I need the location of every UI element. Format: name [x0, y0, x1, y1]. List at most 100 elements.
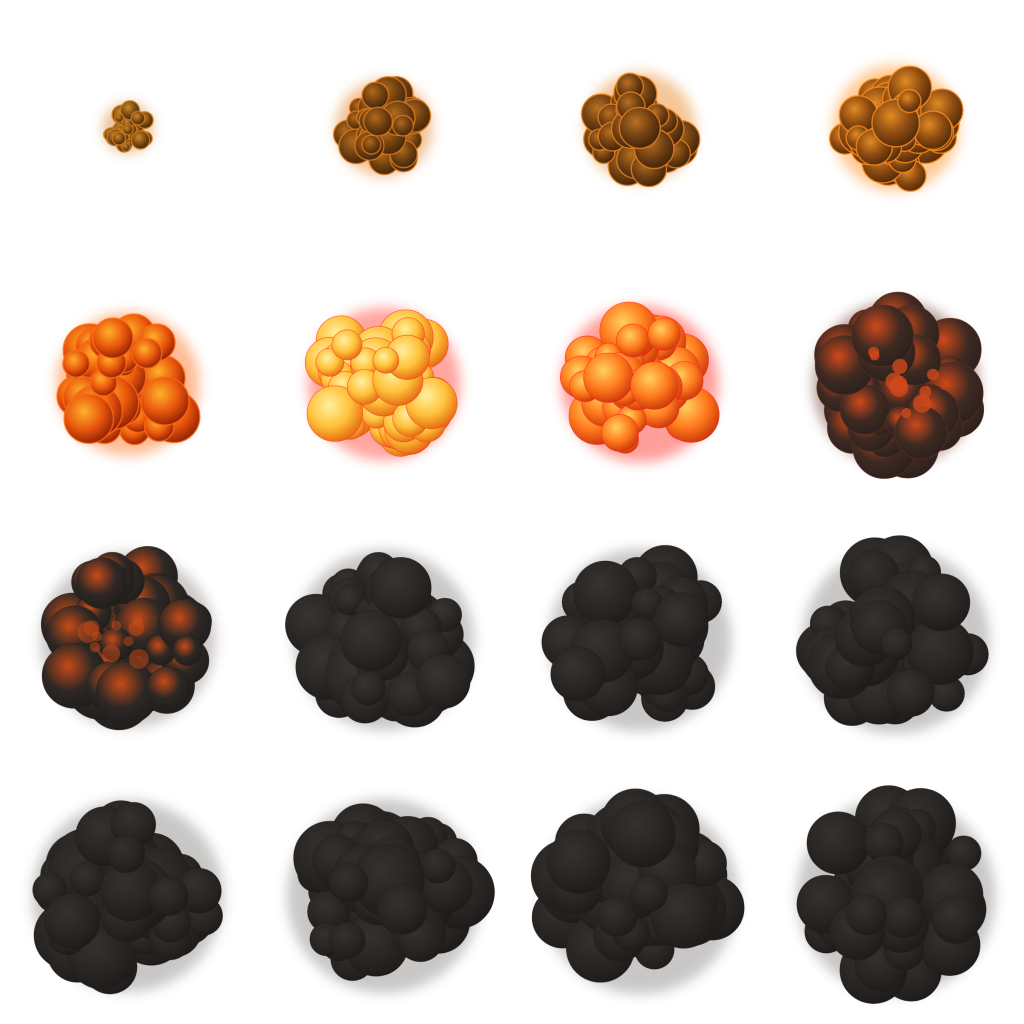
explosion-frame-6	[256, 256, 512, 512]
explosion-puff	[897, 88, 922, 114]
explosion-frame-8	[768, 256, 1024, 512]
explosion-puff	[131, 337, 163, 369]
explosion-puff	[377, 884, 428, 935]
explosion-puff	[328, 862, 369, 903]
explosion-ember	[123, 636, 134, 647]
explosion-puff	[931, 895, 981, 944]
explosion-puff	[420, 848, 456, 884]
explosion-puff	[361, 134, 382, 155]
explosion-frame-15-sprite	[530, 788, 745, 995]
explosion-puff	[62, 349, 91, 378]
explosion-frame-10	[256, 512, 512, 768]
explosion-puff	[331, 329, 363, 361]
explosion-frame-6-sprite	[304, 307, 461, 461]
explosion-frame-11-sprite	[541, 544, 732, 732]
explosion-frame-13	[0, 768, 256, 1024]
explosion-frame-2	[256, 0, 512, 256]
explosion-frame-11	[512, 512, 768, 768]
explosion-puff	[887, 669, 935, 717]
explosion-puff	[546, 829, 611, 894]
explosion-puff	[596, 895, 638, 937]
explosion-frame-9-sprite	[40, 546, 216, 731]
explosion-frame-5	[0, 256, 256, 512]
explosion-ember	[128, 620, 145, 636]
explosion-puff	[76, 557, 128, 609]
explosion-puff	[550, 646, 606, 702]
explosion-ember	[89, 641, 101, 653]
explosion-ember	[129, 649, 149, 669]
explosion-ember	[102, 644, 121, 663]
explosion-ember	[868, 346, 880, 358]
explosion-frame-12-sprite	[795, 535, 990, 734]
explosion-puff	[114, 112, 125, 124]
explosion-frame-1	[0, 0, 256, 256]
explosion-frame-16	[768, 768, 1024, 1024]
explosion-puff	[647, 317, 681, 351]
explosion-puff	[370, 557, 432, 619]
explosion-frame-5-sprite	[56, 312, 201, 456]
explosion-ember	[111, 620, 122, 631]
explosion-puff	[882, 896, 925, 939]
explosion-puff	[630, 874, 668, 912]
explosion-puff	[92, 317, 134, 359]
explosion-frame-9	[0, 512, 256, 768]
explosion-ember	[892, 358, 908, 375]
explosion-puff	[616, 323, 650, 358]
explosion-frame-4	[768, 0, 1024, 256]
explosion-puff	[912, 573, 971, 632]
explosion-puff	[148, 876, 189, 917]
explosion-puff	[140, 376, 190, 426]
explosion-puff	[172, 635, 203, 667]
explosion-puff	[372, 347, 400, 374]
explosion-puff	[912, 110, 953, 151]
explosion-puff	[618, 106, 662, 150]
explosion-frame-16-sprite	[796, 785, 996, 1005]
explosion-frame-3	[512, 0, 768, 256]
explosion-frame-3-sprite	[580, 72, 701, 188]
explosion-frame-14	[256, 768, 512, 1024]
explosion-puff	[879, 627, 913, 660]
explosion-ember	[927, 368, 939, 381]
explosion-puff	[601, 414, 639, 452]
explosion-puff	[391, 114, 414, 137]
explosion-puff	[573, 560, 638, 626]
explosion-puff	[130, 130, 151, 150]
explosion-puff	[806, 811, 870, 875]
explosion-frame-14-sprite	[286, 798, 495, 994]
explosion-frame-4-sprite	[828, 64, 964, 193]
explosion-puff	[111, 131, 127, 146]
explosion-frame-7-sprite	[559, 301, 720, 463]
explosion-puff	[630, 361, 679, 410]
explosion-frame-1-sprite	[102, 100, 154, 154]
explosion-puff	[146, 666, 190, 710]
explosion-ember	[83, 620, 100, 637]
explosion-puff	[351, 670, 386, 706]
explosion-frame-13-sprite	[32, 800, 224, 995]
explosion-puff	[340, 609, 402, 672]
explosion-puff	[609, 800, 676, 868]
explosion-frame-2-sprite	[332, 75, 433, 177]
explosion-frame-15	[512, 768, 768, 1024]
explosion-ember	[901, 408, 912, 419]
explosion-puff	[106, 834, 146, 874]
explosion-puff	[120, 142, 131, 153]
explosion-puff	[63, 393, 115, 444]
explosion-ember	[912, 394, 932, 413]
explosion-puff	[363, 106, 394, 137]
explosion-puff	[361, 81, 390, 110]
explosion-puff	[122, 123, 134, 136]
explosion-frame-12	[768, 512, 1024, 768]
explosion-puff	[43, 892, 101, 950]
explosion-frame-10-sprite	[284, 549, 475, 731]
explosion-frame-7	[512, 256, 768, 512]
explosion-puff	[845, 893, 888, 936]
explosion-puff	[415, 654, 471, 709]
explosion-ember	[889, 378, 909, 397]
explosion-puff	[306, 385, 363, 442]
explosion-puff	[130, 110, 146, 126]
explosion-puff	[329, 922, 366, 959]
explosion-puff	[851, 304, 914, 367]
explosion-puff	[617, 617, 662, 662]
explosion-puff	[650, 882, 717, 949]
